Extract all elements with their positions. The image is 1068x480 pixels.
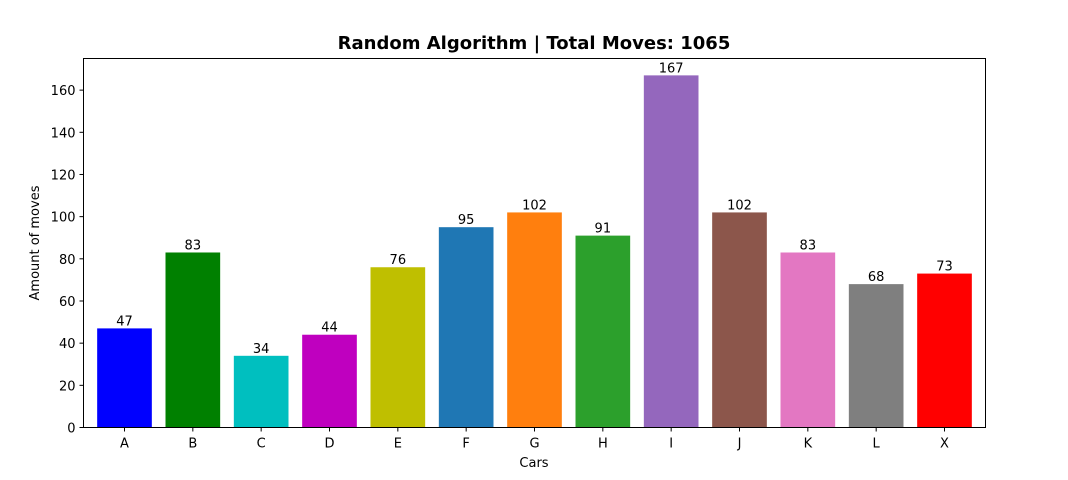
x-tick-label-K: K <box>804 437 813 452</box>
bar-D <box>302 335 357 428</box>
bar-X <box>917 274 972 428</box>
bar-value-label-F: 95 <box>458 213 475 228</box>
y-tick-label-60: 60 <box>59 295 76 310</box>
bar-value-label-G: 102 <box>522 198 547 213</box>
bar-value-label-E: 76 <box>390 253 407 268</box>
y-tick-label-0: 0 <box>67 422 75 437</box>
bar-value-label-D: 44 <box>321 321 338 336</box>
bar-E <box>371 267 426 427</box>
x-tick-label-B: B <box>188 437 197 452</box>
x-tick-label-G: G <box>529 437 539 452</box>
bar-value-label-C: 34 <box>253 342 270 357</box>
bar-value-label-L: 68 <box>868 270 885 285</box>
y-tick-label-120: 120 <box>51 168 76 183</box>
x-tick-label-C: C <box>257 437 266 452</box>
x-tick-label-J: J <box>737 437 742 452</box>
bar-value-label-X: 73 <box>936 260 953 275</box>
x-tick-label-E: E <box>394 437 402 452</box>
bar-value-label-A: 47 <box>116 314 133 329</box>
x-tick-label-X: X <box>940 437 949 452</box>
bar-C <box>234 356 289 428</box>
y-tick-label-100: 100 <box>51 211 76 226</box>
y-axis-label: Amount of moves <box>28 185 43 300</box>
bar-I <box>644 75 699 427</box>
bar-J <box>712 212 767 427</box>
bar-value-label-K: 83 <box>800 238 817 253</box>
bar-value-label-H: 91 <box>595 222 612 237</box>
bar-G <box>507 212 562 427</box>
y-tick-label-80: 80 <box>59 253 76 268</box>
x-tick-label-I: I <box>669 437 673 452</box>
bar-A <box>97 328 152 427</box>
bar-L <box>849 284 904 427</box>
bar-value-label-J: 102 <box>727 198 752 213</box>
x-tick-label-H: H <box>598 437 608 452</box>
bar-value-label-I: 167 <box>659 61 684 76</box>
x-axis-label: Cars <box>519 456 548 471</box>
y-tick-label-20: 20 <box>59 379 76 394</box>
bar-K <box>781 252 836 427</box>
chart-title: Random Algorithm | Total Moves: 1065 <box>338 33 731 54</box>
y-tick-label-160: 160 <box>51 84 76 99</box>
bar-H <box>576 236 631 428</box>
x-tick-label-D: D <box>324 437 334 452</box>
bar-B <box>166 252 221 427</box>
y-tick-label-40: 40 <box>59 337 76 352</box>
y-tick-label-140: 140 <box>51 126 76 141</box>
x-tick-label-A: A <box>120 437 129 452</box>
bar-value-label-B: 83 <box>185 238 202 253</box>
x-tick-label-F: F <box>462 437 469 452</box>
x-tick-label-L: L <box>873 437 881 452</box>
bar-F <box>439 227 494 427</box>
